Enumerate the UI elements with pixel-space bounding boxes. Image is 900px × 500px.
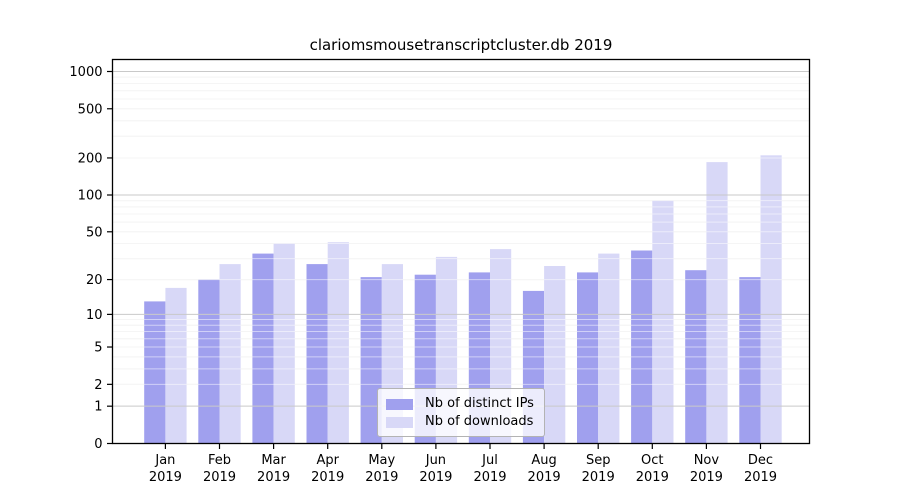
bar-downloads-dec	[760, 155, 782, 444]
x-tick-label-year: 2019	[257, 470, 290, 485]
x-tick-label-year: 2019	[311, 470, 344, 485]
x-tick-label-year: 2019	[690, 470, 723, 485]
y-tick-label: 2	[94, 378, 102, 393]
x-tick-label-year: 2019	[473, 470, 506, 485]
bar-ips-feb	[198, 279, 220, 444]
chart-legend: Nb of distinct IPs Nb of downloads	[377, 388, 545, 437]
legend-swatch-distinct-ips-icon	[386, 398, 413, 410]
legend-item-downloads: Nb of downloads	[386, 414, 535, 430]
y-tick-label: 10	[86, 308, 103, 323]
y-tick-label: 5	[94, 341, 102, 356]
bar-downloads-oct	[652, 200, 674, 444]
legend-label-downloads: Nb of downloads	[425, 414, 534, 429]
chart-title: clariomsmousetranscriptcluster.db 2019	[309, 36, 613, 54]
y-tick-label: 1	[94, 400, 102, 415]
y-tick-label: 200	[78, 151, 103, 166]
y-tick-label: 20	[86, 273, 103, 288]
bar-ips-may	[360, 277, 382, 444]
bar-ips-mar	[252, 253, 274, 444]
x-tick-label-month: Mar	[261, 453, 286, 468]
legend-label-distinct-ips: Nb of distinct IPs	[425, 396, 534, 411]
x-tick-label-month: May	[368, 453, 395, 468]
legend-item-distinct-ips: Nb of distinct IPs	[386, 396, 535, 412]
x-tick-label-month: Feb	[208, 453, 231, 468]
bar-downloads-aug	[544, 266, 566, 444]
x-tick-label-year: 2019	[419, 470, 452, 485]
bar-downloads-apr	[327, 242, 349, 444]
x-tick-label-year: 2019	[365, 470, 398, 485]
x-tick-label-month: Jul	[481, 453, 498, 468]
x-tick-label-month: Oct	[641, 453, 663, 468]
x-tick-label-month: Dec	[748, 453, 773, 468]
legend-swatch-downloads-icon	[386, 416, 413, 428]
x-tick-label-month: Jan	[154, 453, 175, 468]
y-tick-label: 100	[78, 189, 103, 204]
bar-ips-apr	[306, 264, 328, 444]
y-tick-label: 0	[94, 437, 102, 452]
bar-ips-sep	[577, 272, 599, 444]
x-tick-label-year: 2019	[149, 470, 182, 485]
bar-ips-dec	[739, 277, 761, 444]
x-tick-label-month: Jun	[425, 453, 446, 468]
bar-downloads-nov	[706, 162, 728, 444]
x-tick-label-year: 2019	[203, 470, 236, 485]
x-tick-label-year: 2019	[636, 470, 669, 485]
bar-ips-jan	[144, 301, 166, 444]
x-tick-label-year: 2019	[744, 470, 777, 485]
plot-border	[111, 58, 811, 445]
x-tick-label-year: 2019	[528, 470, 561, 485]
bar-downloads-mar	[273, 243, 295, 444]
x-tick-label-month: Nov	[694, 453, 720, 468]
bar-downloads-jan	[165, 287, 187, 444]
x-tick-label-month: Sep	[586, 453, 611, 468]
bar-downloads-feb	[219, 264, 241, 444]
y-tick-label: 50	[86, 225, 103, 240]
x-tick-label-month: Aug	[531, 453, 556, 468]
x-tick-label-year: 2019	[582, 470, 615, 485]
x-tick-label-month: Apr	[316, 453, 339, 468]
bar-downloads-sep	[598, 253, 620, 444]
y-tick-label: 1000	[69, 65, 102, 80]
y-tick-label: 500	[78, 102, 103, 117]
